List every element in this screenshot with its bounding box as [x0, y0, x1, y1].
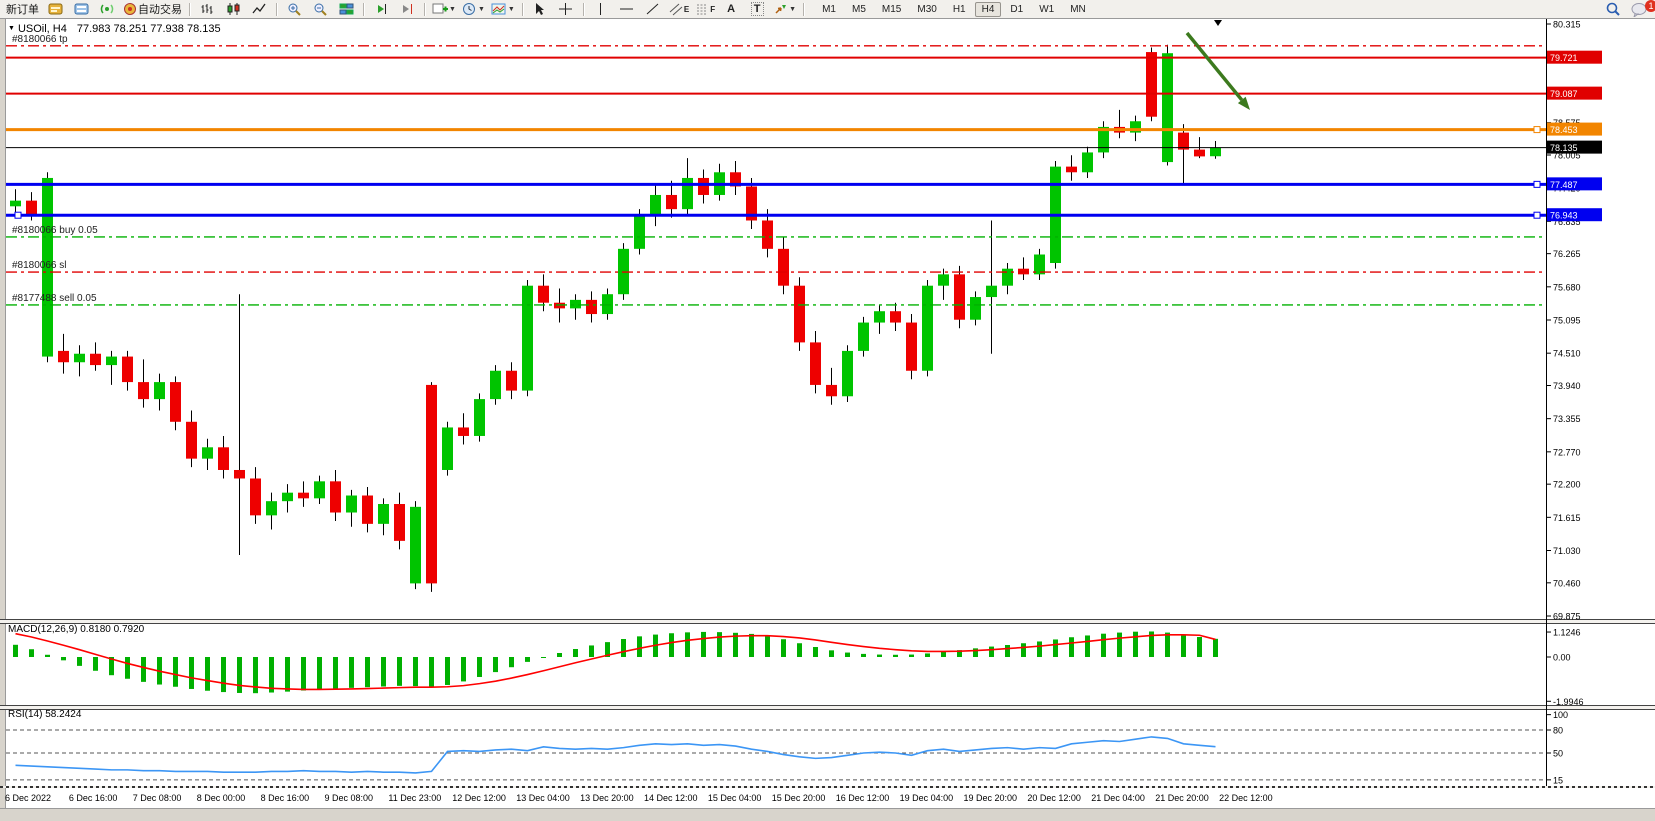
timeframe-h1[interactable]: H1 [952, 3, 966, 15]
chevron-down-icon: ▼ [477, 5, 485, 13]
time-axis[interactable] [0, 789, 1655, 808]
bar-chart-icon[interactable] [194, 1, 220, 18]
separator [424, 2, 425, 16]
price-chart-pane[interactable] [0, 19, 1655, 619]
window-bottom-edge [0, 808, 1655, 821]
periods-button[interactable]: ▼ [459, 1, 488, 18]
auto-trading-icon [123, 2, 138, 16]
chart-shift-icon[interactable] [394, 1, 420, 18]
window-left-edge [0, 19, 6, 808]
symbol-name: USOil, H4 [17, 23, 67, 35]
separator [803, 2, 805, 16]
macd-pane[interactable] [0, 622, 1655, 705]
new-order-button[interactable]: 新订单 [6, 4, 39, 16]
chevron-down-icon: ▼ [789, 5, 797, 13]
timeframe-m30[interactable]: M30 [917, 3, 937, 15]
trendline-icon[interactable] [640, 1, 666, 18]
auto-scroll-icon[interactable] [368, 1, 394, 18]
market-watch-icon[interactable] [42, 1, 68, 18]
panel-splitter[interactable] [0, 786, 1655, 788]
navigator-icon[interactable] [94, 1, 120, 18]
separator [521, 2, 523, 16]
notification-badge: 1 [1645, 0, 1655, 12]
ohlc-values: 77.983 78.251 77.938 78.135 [76, 23, 221, 35]
data-window-icon[interactable] [68, 1, 94, 18]
zoom-out-icon[interactable] [307, 1, 333, 18]
rsi-pane[interactable] [0, 708, 1655, 786]
timeframe-m1[interactable]: M1 [822, 3, 836, 15]
arrows-tool-button[interactable]: ▼ [770, 1, 799, 18]
symbol-label: ▼ USOil, H4 77.983 78.251 77.938 78.135 [8, 23, 221, 35]
toolbar-right-group: 1 [1600, 0, 1655, 18]
search-icon[interactable] [1600, 1, 1626, 18]
candlestick-chart-icon[interactable] [220, 1, 246, 18]
cursor-icon[interactable] [527, 1, 553, 18]
separator [363, 2, 364, 16]
separator [276, 2, 277, 16]
timeframe-m15[interactable]: M15 [881, 3, 902, 15]
text-icon[interactable]: A [727, 3, 736, 15]
vertical-line-icon[interactable] [588, 1, 614, 18]
text-label-icon[interactable]: T [744, 1, 770, 18]
panel-splitter[interactable] [0, 619, 1655, 624]
line-chart-icon[interactable] [246, 1, 272, 18]
chat-button[interactable]: 1 [1626, 0, 1655, 18]
fibonacci-icon[interactable]: F [692, 1, 718, 18]
separator [189, 2, 190, 16]
zoom-in-icon[interactable] [281, 1, 307, 18]
tile-windows-icon[interactable] [333, 1, 359, 18]
chevron-down-icon: ▼ [449, 5, 456, 13]
separator [582, 2, 584, 16]
macd-indicator-label: MACD(12,26,9) 0.8180 0.7920 [8, 624, 145, 635]
timeframe-h4[interactable]: H4 [974, 1, 1002, 17]
panel-splitter[interactable] [0, 705, 1655, 710]
timeframe-mn[interactable]: MN [1070, 3, 1086, 15]
auto-trading-button[interactable]: 自动交易 [120, 1, 185, 18]
toolbar: 新订单 自动交易 ▼ ▼ ▼ E F A T ▼ M1 M5 M15 M30 H1 H4 D… [0, 0, 1655, 19]
rsi-indicator-label: RSI(14) 58.2424 [8, 709, 82, 720]
timeframe-m5[interactable]: M5 [852, 3, 866, 15]
symbol-dropdown-icon[interactable]: ▼ [8, 25, 15, 32]
timeframe-toolbar: M1 M5 M15 M30 H1 H4 D1 W1 MN [814, 1, 1094, 17]
timeframe-w1[interactable]: W1 [1039, 3, 1055, 15]
chevron-down-icon: ▼ [507, 5, 515, 13]
new-chart-button[interactable]: ▼ [429, 1, 459, 18]
templates-button[interactable]: ▼ [488, 1, 518, 18]
equidistant-channel-icon[interactable]: E [666, 1, 692, 18]
timeframe-d1[interactable]: D1 [1010, 3, 1024, 15]
horizontal-line-icon[interactable] [614, 1, 640, 18]
crosshair-icon[interactable] [553, 1, 579, 18]
